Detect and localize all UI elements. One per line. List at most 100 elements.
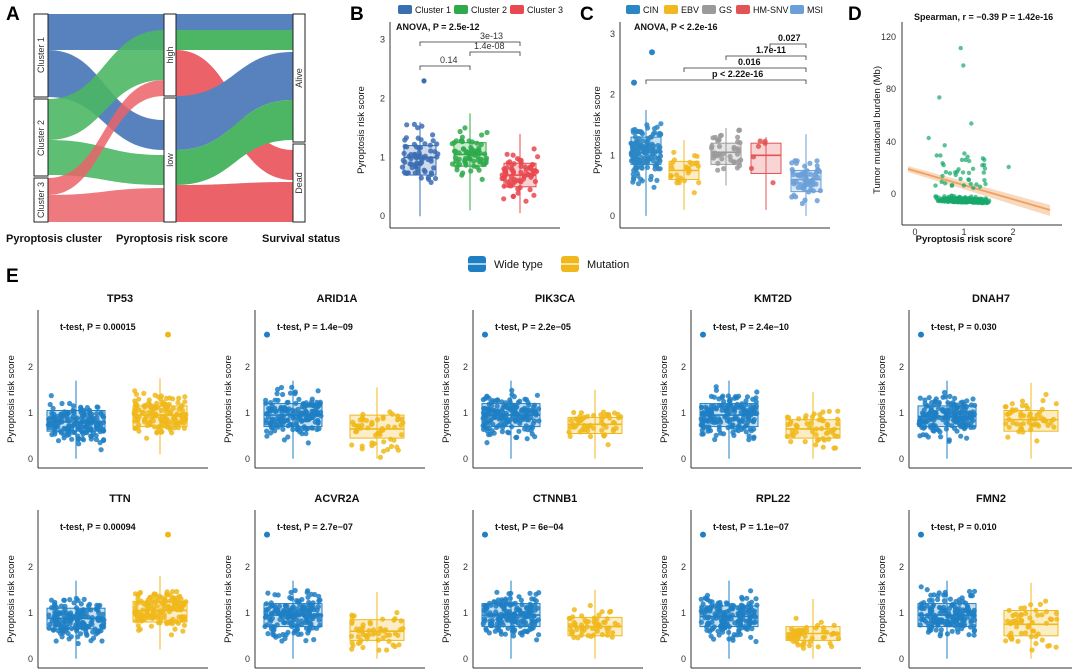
panel-c-msi-point (810, 179, 816, 185)
panel-b-boxes (399, 78, 541, 217)
panel-b-cluster2-point (463, 149, 469, 155)
panel-b-cluster1-point (431, 165, 437, 171)
subplot-ytick: 1 (681, 608, 686, 618)
panel-c-msi-point (802, 163, 808, 169)
mutation-box (567, 416, 623, 434)
panel-d-xtick-0: 0 (912, 227, 917, 237)
wild-point (532, 409, 539, 415)
panel-c-msi-point (790, 172, 796, 178)
subplot-ytick: 1 (28, 408, 33, 418)
wild-point (273, 608, 279, 614)
wild-point (61, 597, 67, 603)
panel-b-cluster2-point (454, 167, 460, 173)
mutation-point (1029, 647, 1035, 653)
mutation-point (391, 617, 397, 623)
alluvial-flows-right (176, 14, 293, 222)
wild-point (87, 411, 93, 418)
panel-d-point (970, 166, 976, 171)
mutation-point (147, 422, 153, 428)
wild-point (509, 387, 515, 393)
wild-point (282, 635, 288, 642)
wild-point (48, 393, 54, 399)
wild-point (315, 388, 321, 394)
panel-b-outlier (421, 78, 427, 84)
wild-point (732, 395, 738, 401)
mutation-point (172, 416, 178, 422)
wild-point (88, 620, 94, 626)
ttest-label: t-test, P = 1.1e−07 (713, 522, 789, 532)
legend-mut: Mutation (587, 259, 629, 271)
wild-point (700, 410, 707, 416)
panel-c-gs-point (735, 146, 741, 152)
wild-point (495, 397, 501, 404)
wild-point (968, 592, 974, 599)
mutation-point (1023, 402, 1029, 409)
mutation-point (599, 416, 605, 422)
mutation-point (360, 622, 366, 628)
wild-point (46, 612, 52, 618)
wild-point (940, 394, 946, 400)
subplot-fmn2: 0 1 2 Pyroptosis risk score FMN2 t-test, P = … (877, 493, 1072, 669)
fit-confidence-band (908, 166, 1050, 216)
panel-d-point (977, 184, 983, 189)
panel-b-cluster1-point (412, 152, 418, 158)
panel-d-point (960, 170, 966, 175)
panel-c-cin-point (639, 155, 645, 161)
mutation-point (794, 423, 800, 429)
subplot-pik3ca: 0 1 2 Pyroptosis risk score PIK3CA t-test, P … (441, 293, 643, 469)
panel-d-point (953, 172, 958, 178)
panel-b-cluster3-point (511, 176, 517, 182)
wild-point (97, 440, 103, 446)
wild-point (269, 416, 275, 422)
subplot-ttn: 0 1 2 Pyroptosis risk score TTN t-test, P = 0… (6, 493, 208, 669)
panel-c-cin-point (635, 173, 641, 179)
wild-point (928, 409, 934, 415)
stratum-alive (292, 13, 306, 143)
wild-point (312, 408, 318, 414)
panel-b-cluster2-point (458, 138, 464, 144)
mutation-point (163, 406, 169, 412)
wild-point (532, 434, 538, 440)
mutation-point (160, 401, 166, 407)
wild-point (961, 410, 968, 416)
wild-point (297, 415, 303, 421)
wild-point (305, 440, 311, 446)
wild-point (315, 401, 321, 407)
gene-title: FMN2 (976, 493, 1006, 505)
wild-point (486, 420, 492, 426)
mutation-point (175, 399, 181, 406)
wild-point (280, 391, 286, 398)
mutation-point (142, 402, 149, 408)
panel-c-ytick: 1 (610, 150, 615, 160)
legend-swatch-msi (790, 5, 804, 14)
mutation-point (608, 608, 614, 615)
mutation-point (357, 639, 363, 646)
panel-d-point (941, 162, 946, 168)
panel-c-gs-point (716, 143, 723, 149)
wild-point (78, 631, 84, 637)
wild-point (946, 437, 952, 443)
wild-point (716, 427, 722, 433)
mutation-point (377, 626, 384, 632)
wild-point (533, 591, 539, 597)
wild-point (74, 628, 80, 634)
wild-point (94, 411, 100, 417)
wild-point (494, 589, 500, 595)
mutation-point (137, 590, 143, 596)
panel-b-cluster3-point (510, 152, 516, 158)
wild-point (277, 616, 283, 623)
wild-point (264, 433, 270, 439)
panel-d-point (942, 143, 947, 148)
wild-point (67, 597, 73, 603)
panel-b-cluster1-point (432, 175, 439, 182)
wild-point (274, 391, 280, 397)
wild-point (286, 406, 292, 412)
panel-b-cluster2-point (469, 139, 475, 145)
mutation-point (349, 646, 355, 652)
wild-point (704, 597, 711, 603)
panel-b-cluster1-point (403, 135, 409, 141)
mutation-point (1034, 412, 1040, 418)
wild-point (499, 429, 505, 435)
wild-point (698, 596, 704, 602)
panel-c-gs-point (735, 159, 742, 165)
